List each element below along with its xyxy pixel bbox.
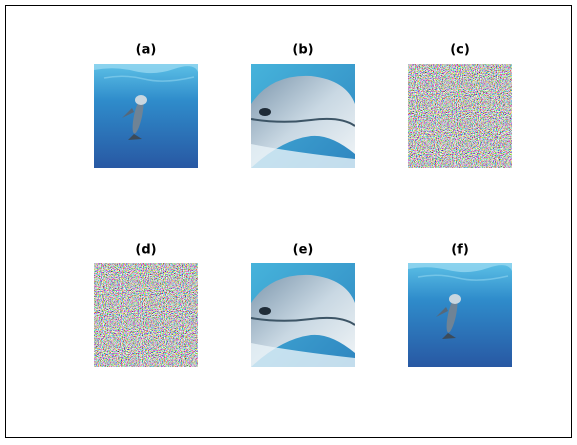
figure: (a) (b) (c) (d) (e) (f) bbox=[0, 0, 577, 441]
panel-label: (e) bbox=[293, 243, 314, 258]
panel-image bbox=[94, 64, 198, 168]
panel-label: (c) bbox=[450, 43, 470, 58]
panel-image bbox=[251, 64, 355, 168]
panel-label: (d) bbox=[135, 243, 156, 258]
panel-image bbox=[408, 64, 512, 168]
panel-label: (a) bbox=[136, 43, 157, 58]
panel-image bbox=[94, 263, 198, 367]
panel-image bbox=[251, 263, 355, 367]
panel-image bbox=[408, 263, 512, 367]
panel-label: (b) bbox=[292, 43, 313, 58]
panel-label: (f) bbox=[451, 243, 469, 258]
